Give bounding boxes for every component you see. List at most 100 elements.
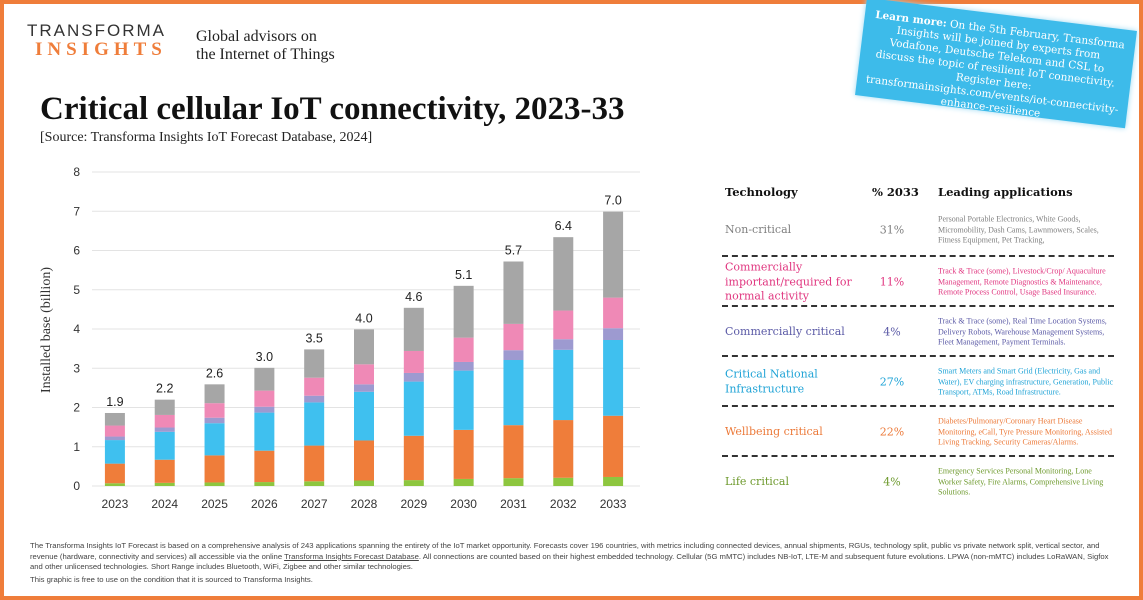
table-row: Non-critical 31% Personal Portable Elect…: [722, 205, 1114, 255]
bar-segment-wellbeing-critical-2032: [553, 420, 574, 478]
x-tick-label: 2032: [550, 497, 577, 510]
bar-total-label: 7.0: [604, 194, 621, 208]
pct-2033: 11%: [879, 275, 905, 289]
bar-segment-critical-national-infrastructure-2033: [603, 339, 624, 416]
y-tick-label: 5: [73, 283, 80, 297]
bar-segment-commercially-critical-2029: [403, 372, 424, 382]
bar-segment-wellbeing-critical-2033: [603, 415, 624, 477]
bar-segment-commercially-critical-2023: [104, 436, 125, 441]
bar-segment-commercially-important-required-for-normal-activity-2023: [104, 425, 125, 437]
bar-segment-commercially-critical-2027: [304, 395, 325, 403]
pct-2033: 31%: [879, 223, 905, 237]
bar-segment-commercially-important-required-for-normal-activity-2033: [603, 297, 624, 329]
bar-segment-critical-national-infrastructure-2023: [104, 440, 125, 464]
bar-segment-non-critical-2025: [204, 384, 225, 404]
bar-segment-commercially-critical-2033: [603, 328, 624, 340]
technology-name: Commercially important/required for norm…: [725, 260, 852, 303]
bar-segment-commercially-important-required-for-normal-activity-2025: [204, 403, 225, 418]
bar-segment-commercially-important-required-for-normal-activity-2026: [254, 390, 275, 407]
x-tick-label: 2027: [301, 497, 328, 510]
footer-text-b: . All connections are counted based on t…: [30, 551, 1109, 572]
bar-total-label: 5.1: [455, 268, 472, 282]
page-title: Critical cellular IoT connectivity, 2023…: [40, 91, 625, 127]
leading-applications: Track & Trace (some), Real Time Location…: [938, 316, 1107, 347]
technology-name: Life critical: [725, 474, 790, 488]
pct-2033: 4%: [883, 475, 901, 489]
bar-segment-commercially-critical-2024: [154, 427, 175, 432]
bar-segment-critical-national-infrastructure-2030: [453, 370, 474, 430]
bar-segment-life-critical-2032: [553, 477, 574, 486]
bar-segment-life-critical-2025: [204, 482, 225, 486]
logo-bottom-text: INSIGHTS: [35, 39, 167, 60]
bar-segment-commercially-critical-2032: [553, 339, 574, 350]
bar-segment-commercially-critical-2030: [453, 361, 474, 371]
forecast-database-link[interactable]: Transforma Insights Forecast Database: [284, 551, 419, 561]
table-row: Commercially critical 4% Track & Trace (…: [722, 305, 1114, 357]
bar-segment-non-critical-2023: [104, 412, 125, 426]
pct-2033: 4%: [883, 325, 901, 339]
table-row: Commercially important/required for norm…: [722, 255, 1114, 307]
bar-segment-commercially-critical-2031: [503, 350, 524, 361]
bar-segment-commercially-critical-2026: [254, 406, 275, 413]
bar-segment-commercially-important-required-for-normal-activity-2030: [453, 337, 474, 362]
header-pct-2033: % 2033: [872, 185, 919, 199]
x-tick-label: 2024: [151, 497, 178, 510]
bar-total-label: 2.2: [156, 382, 173, 396]
bar-segment-wellbeing-critical-2031: [503, 425, 524, 479]
bar-total-label: 3.5: [305, 331, 322, 345]
bar-segment-non-critical-2029: [403, 307, 424, 351]
bar-segment-wellbeing-critical-2024: [154, 459, 175, 483]
bar-total-label: 3.0: [256, 350, 273, 364]
tagline-line-2: the Internet of Things: [196, 46, 335, 63]
bar-segment-critical-national-infrastructure-2032: [553, 349, 574, 421]
bar-segment-commercially-critical-2028: [354, 384, 374, 392]
x-tick-label: 2026: [251, 497, 278, 510]
logo-top-text: TRANSFORMA: [27, 21, 166, 40]
leading-applications: Personal Portable Electronics, White Goo…: [938, 214, 1099, 245]
bar-segment-life-critical-2028: [354, 480, 374, 486]
footer-text-a: The Transforma Insights IoT Forecast is …: [30, 541, 1100, 561]
table-row: Life critical 4% Emergency Services Pers…: [722, 455, 1114, 507]
bar-segment-critical-national-infrastructure-2031: [503, 360, 524, 426]
bar-segment-commercially-important-required-for-normal-activity-2031: [503, 323, 524, 351]
bar-segment-wellbeing-critical-2023: [104, 463, 125, 484]
x-tick-label: 2025: [201, 497, 228, 510]
stacked-bar-chart: 0 1 2 3 4 5 6 7 8 1.9 2023 2.2 2024 2.6 2025 3.0 2026 3.5…: [39, 165, 640, 510]
bar-segment-non-critical-2032: [553, 237, 574, 311]
bar-segment-wellbeing-critical-2030: [453, 429, 474, 479]
y-tick-label: 3: [73, 361, 80, 375]
y-tick-label: 0: [73, 479, 80, 493]
bar-segment-life-critical-2033: [603, 476, 624, 486]
bar-segment-wellbeing-critical-2028: [354, 440, 374, 481]
transforma-insights-logo: TRANSFORMA INSIGHTS: [27, 22, 187, 60]
bar-total-label: 1.9: [106, 395, 123, 409]
bar-segment-critical-national-infrastructure-2029: [403, 381, 424, 436]
bar-total-label: 5.7: [505, 243, 522, 257]
y-tick-label: 2: [73, 401, 80, 415]
y-tick-label: 6: [73, 244, 80, 258]
tagline-line-1: Global advisors on: [196, 28, 317, 45]
bar-segment-life-critical-2030: [453, 478, 474, 486]
bar-segment-life-critical-2026: [254, 482, 275, 486]
bar-segment-critical-national-infrastructure-2025: [204, 423, 225, 456]
x-tick-label: 2029: [400, 497, 427, 510]
bar-segment-commercially-important-required-for-normal-activity-2027: [304, 377, 325, 396]
bar-segment-life-critical-2029: [403, 480, 424, 486]
bar-segment-life-critical-2027: [304, 481, 325, 486]
bar-segment-non-critical-2028: [354, 329, 374, 365]
footer-methodology: The Transforma Insights IoT Forecast is …: [30, 541, 1115, 573]
leading-applications: Emergency Services Personal Monitoring, …: [938, 466, 1104, 497]
x-tick-label: 2031: [500, 497, 527, 510]
x-tick-label: 2030: [450, 497, 477, 510]
bar-segment-commercially-important-required-for-normal-activity-2032: [553, 310, 574, 340]
technology-name: Non-critical: [725, 222, 792, 236]
bar-segment-wellbeing-critical-2026: [254, 450, 275, 483]
header-technology: Technology: [725, 185, 798, 199]
bar-segment-critical-national-infrastructure-2027: [304, 402, 325, 446]
x-tick-label: 2033: [600, 497, 627, 510]
y-axis-label: Installed base (billion): [39, 267, 54, 393]
header-leading-applications: Leading applications: [938, 185, 1073, 199]
x-tick-label: 2028: [351, 497, 378, 510]
table-row: Wellbeing critical 22% Diabetes/Pulmonar…: [722, 405, 1114, 457]
bar-segment-life-critical-2023: [104, 483, 125, 486]
